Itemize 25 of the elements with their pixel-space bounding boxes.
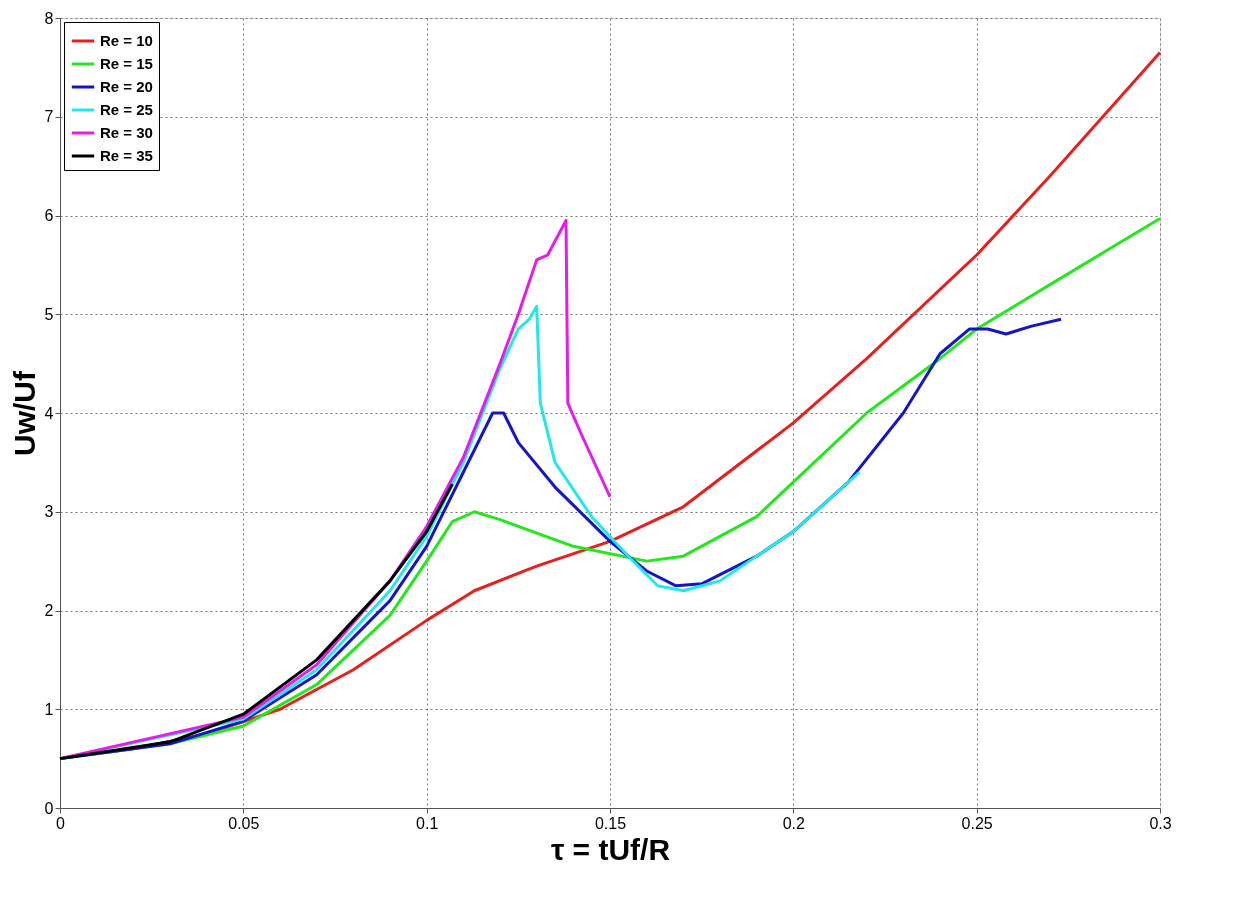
y-tick-label: 2 (44, 602, 54, 619)
x-tick-label: 0.05 (228, 814, 260, 832)
legend-label: Re = 30 (100, 124, 153, 141)
line-series (58, 482, 454, 761)
y-tick-label: 3 (44, 503, 54, 521)
y-tick-label: 5 (44, 305, 54, 323)
y-tick-label: 8 (44, 9, 54, 27)
y-tick-label: 1 (44, 700, 54, 718)
x-tick-label: 0.3 (1149, 814, 1172, 832)
legend-label: Re = 15 (100, 55, 153, 72)
x-tick-label: 0.25 (961, 814, 993, 832)
x-tick-label: 0.2 (782, 814, 806, 832)
x-tick-label: 0.15 (594, 814, 627, 832)
x-tick-label: 0 (56, 814, 66, 832)
x-tick-label: 0.1 (416, 814, 439, 832)
y-axis-title: Uw/Uf (7, 370, 41, 456)
y-tick-label: 7 (44, 108, 54, 126)
x-axis-title: τ = tUf/R (550, 832, 671, 866)
legend-label: Re = 35 (100, 147, 153, 164)
y-tick-label: 0 (44, 799, 54, 817)
y-tick-label: 6 (44, 207, 54, 224)
legend-label: Re = 10 (100, 32, 153, 49)
legend-label: Re = 25 (100, 101, 153, 118)
y-tick-label: 4 (44, 404, 54, 422)
legend-label: Re = 20 (100, 78, 153, 95)
